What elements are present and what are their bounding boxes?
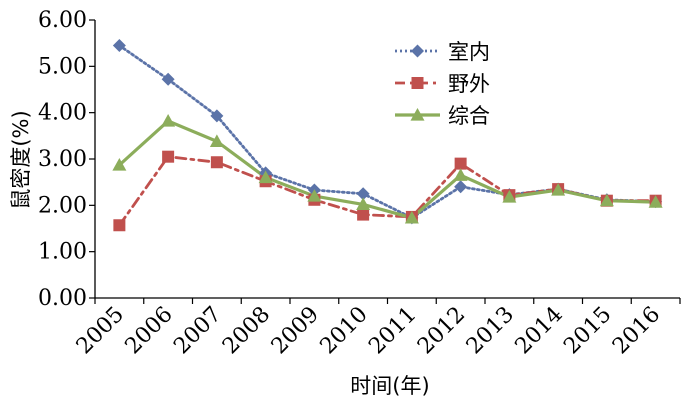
series-lines [117,44,658,227]
y-tick-label: 5.00 [38,54,87,79]
data-point [599,193,614,207]
x-tick-label: 2013 [462,302,519,359]
data-point [356,197,371,211]
data-point [209,134,224,147]
data-point [502,189,517,203]
y-tick-label: 2.00 [38,193,87,218]
legend-marker [410,108,425,121]
legend-marker [411,77,424,89]
series-markers [112,38,663,232]
series-line [117,155,658,227]
data-point [453,168,468,181]
legend-label: 综合 [448,104,490,128]
data-point [112,38,126,52]
data-point [161,72,175,86]
x-axis-title: 时间(年) [350,374,429,398]
data-point [648,195,663,208]
data-point [258,170,273,184]
data-point [307,189,322,202]
data-point [454,180,468,194]
y-axis-title: 鼠密度(%) [9,110,33,209]
data-point [357,208,370,221]
series-line [117,119,658,220]
data-point [162,150,175,163]
axes [89,19,681,304]
x-tick-label: 2008 [218,302,275,359]
data-point [210,109,224,123]
y-tick-label: 4.00 [38,101,87,126]
x-tick-label: 2014 [511,302,568,359]
x-tick-label: 2010 [316,302,373,359]
data-point [404,210,419,224]
data-point [161,114,176,127]
data-point [356,187,370,201]
y-tick-label: 1.00 [38,240,87,265]
x-tick-labels: 2005200620072008200920102011201220132014… [72,302,666,359]
data-point [113,219,126,232]
y-tick-label: 6.00 [38,8,87,33]
legend-label: 室内 [448,40,490,64]
x-tick-label: 2006 [121,302,178,359]
legend-marker [411,44,424,58]
data-point [210,156,223,169]
data-point [454,157,467,170]
legend-label: 野外 [448,72,490,96]
x-tick-label: 2009 [267,302,324,359]
y-tick-label: 3.00 [38,147,87,172]
data-point [112,158,127,171]
y-tick-labels: 0.00 1.00 2.00 3.00 4.00 5.00 6.00 [38,8,87,311]
y-tick-label: 0.00 [38,286,87,311]
data-point [551,183,566,196]
x-tick-label: 2012 [413,302,470,359]
x-tick-label: 2011 [364,302,421,359]
x-tick-label: 2007 [169,302,226,359]
x-tick-label: 2016 [608,302,665,359]
x-tick-label: 2015 [559,302,616,359]
